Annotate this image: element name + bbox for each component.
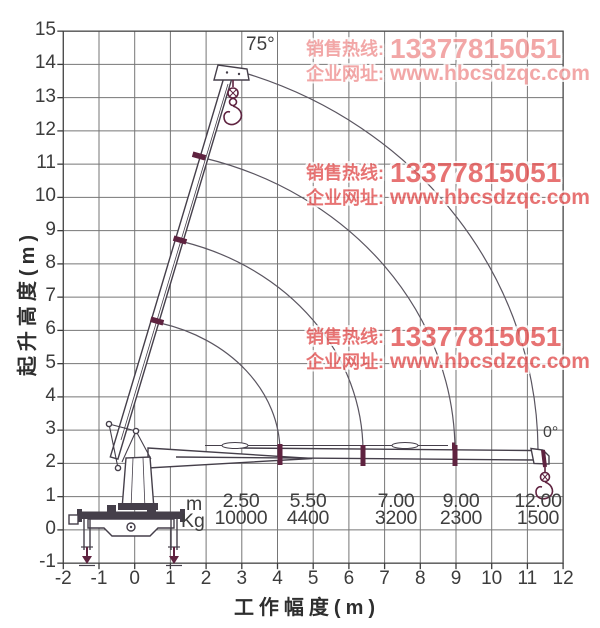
x-tick-label: -2	[54, 568, 72, 589]
y-tick-label: 7	[45, 285, 56, 307]
hotline-label: 销售热线:	[306, 163, 384, 183]
y-tick-label: 12	[34, 118, 56, 140]
radius-value: 5.50	[289, 490, 327, 512]
truck-base	[68, 503, 185, 537]
y-tick-label: 11	[36, 152, 56, 174]
radius-value: 12.00	[514, 490, 562, 512]
hook-75deg-icon	[223, 80, 243, 126]
hotline-phone: 13377815051	[390, 33, 562, 64]
website-label: 企业网址:	[306, 187, 384, 208]
hotline-label: 销售热线:	[306, 39, 384, 59]
y-tick-label: -1	[39, 551, 56, 573]
x-tick-label: 10	[481, 568, 503, 589]
axis-tick-marks	[57, 30, 564, 570]
outrigger-left	[79, 519, 95, 567]
capacity-value: 1500	[516, 507, 560, 529]
y-tick-label: 6	[45, 318, 56, 340]
boom-75deg	[109, 64, 250, 460]
watermark-block-1: 销售热线: 13377815051 企业网址: www.hbcsdzqc.com	[306, 33, 590, 85]
grid-lines	[62, 30, 564, 564]
y-tick-label: 13	[34, 85, 56, 107]
boom-0deg	[147, 442, 550, 469]
outrigger-right	[166, 519, 182, 567]
boom-min-angle-label: 0°	[543, 424, 559, 441]
swing-arc-3	[183, 241, 364, 452]
y-tick-label: 8	[45, 251, 56, 273]
hotline-phone: 13377815051	[390, 321, 562, 352]
load-table-column: 12.00 1500	[500, 490, 576, 529]
radius-value: 7.00	[377, 490, 415, 512]
website-url: www.hbcsdzqc.com	[390, 350, 590, 373]
x-tick-label: -1	[90, 568, 108, 589]
boom-section-collars	[149, 151, 207, 326]
boom-max-angle-label: 75°	[246, 34, 275, 55]
x-axis-title: 工作幅度(m)	[233, 597, 381, 619]
boom-0deg-collars	[277, 444, 547, 468]
y-tick-label: 10	[34, 185, 56, 207]
hook-0deg-icon	[535, 467, 554, 500]
radius-value: 2.50	[222, 490, 260, 512]
x-tick-label: 5	[307, 568, 319, 589]
x-tick-label: 3	[236, 568, 248, 589]
capacity-value: 10000	[214, 507, 268, 529]
load-table-column: 5.50 4400	[270, 490, 346, 529]
crane-illustration	[68, 64, 554, 567]
y-tick-label: 2	[45, 451, 56, 473]
radius-value: 9.00	[442, 490, 480, 512]
website-label: 企业网址:	[306, 351, 384, 372]
boom-swing-arcs	[159, 73, 539, 452]
y-tick-label: 9	[45, 218, 56, 240]
radius-row-label: m	[186, 493, 203, 515]
y-tick-label: 3	[45, 418, 56, 440]
y-tick-label: 14	[34, 52, 56, 74]
capacity-row-label: Kg	[181, 510, 205, 532]
y-tick-label: 15	[34, 19, 56, 41]
capacity-value: 4400	[286, 507, 330, 529]
capacity-value: 2300	[439, 507, 483, 529]
swing-arc-2	[203, 157, 456, 452]
y-tick-label: 1	[45, 484, 56, 506]
watermark-block-3: 销售热线: 13377815051 企业网址: www.hbcsdzqc.com	[306, 321, 590, 373]
capacity-value: 3200	[374, 507, 418, 529]
load-table-column: 7.00 3200	[358, 490, 434, 529]
x-tick-label: 12	[552, 568, 574, 589]
x-tick-label: 1	[165, 568, 176, 589]
x-tick-label: 11	[517, 568, 538, 589]
website-url: www.hbcsdzqc.com	[390, 62, 590, 85]
x-tick-label: 9	[450, 568, 462, 589]
y-tick-label: 5	[45, 351, 56, 373]
website-label: 企业网址:	[306, 63, 384, 84]
swing-arc-inner	[159, 322, 281, 452]
hotline-phone: 13377815051	[390, 157, 562, 188]
load-table-column: 9.00 2300	[423, 490, 499, 529]
x-tick-label: 2	[200, 568, 212, 589]
x-tick-label: 0	[129, 568, 140, 589]
watermark-block-2: 销售热线: 13377815051 企业网址: www.hbcsdzqc.com	[306, 157, 590, 209]
boom-tip-head	[213, 64, 250, 81]
website-url: www.hbcsdzqc.com	[390, 186, 590, 209]
x-tick-label: 4	[272, 568, 283, 589]
load-table-column: 2.50 10000	[203, 490, 279, 529]
y-axis-title: 起升高度(m)	[17, 229, 39, 377]
crane-turret	[105, 420, 155, 510]
swing-arc-outer	[247, 73, 539, 450]
x-tick-label: 8	[415, 568, 426, 589]
y-tick-label: 4	[45, 384, 56, 406]
y-tick-label: 0	[45, 517, 56, 539]
hotline-label: 销售热线:	[306, 327, 384, 347]
x-tick-label: 6	[343, 568, 355, 589]
x-tick-label: 7	[379, 568, 390, 589]
